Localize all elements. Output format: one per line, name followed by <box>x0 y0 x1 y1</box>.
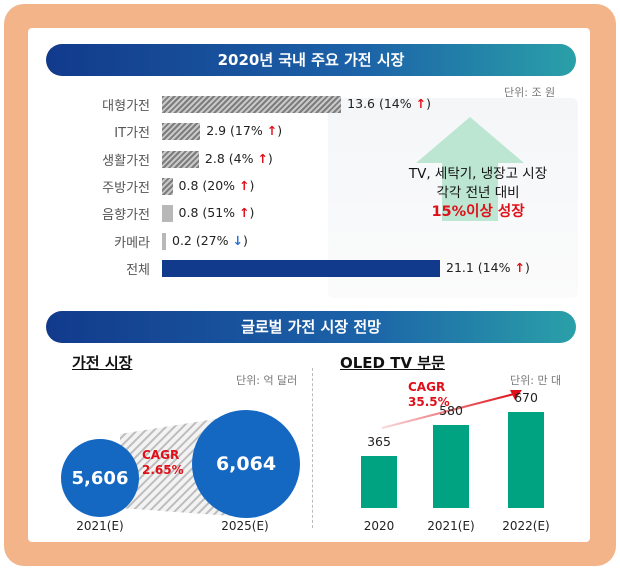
oled-cagr-label: CAGR <box>408 380 446 394</box>
appliance-x-label-2021: 2021(E) <box>76 519 124 533</box>
bar-category-label: 음향가전 <box>102 208 150 224</box>
bar-category-label: 생활가전 <box>102 153 150 169</box>
bar-value-close: ) <box>249 205 255 221</box>
bottom-section-title: 글로벌 가전 시장 전망 <box>46 311 576 343</box>
top-section-title: 2020년 국내 주요 가전 시장 <box>46 44 576 76</box>
bubble-2025: 6,064 <box>192 410 300 518</box>
bar-category-label: 대형가전 <box>102 99 150 114</box>
bar-value-text: 0.8 (51% <box>178 205 240 221</box>
appliance-cagr-label: CAGR <box>142 448 180 462</box>
oled-value-label: 580 <box>439 403 463 419</box>
arrow-up-icon: ↑ <box>266 123 278 139</box>
bar <box>162 205 173 223</box>
bar-value-label: 0.2 (27% ↓) <box>172 233 248 248</box>
oled-value-label: 365 <box>367 433 391 449</box>
bar-category-label: 전체 <box>126 262 150 278</box>
bar <box>162 177 173 195</box>
oled-bar <box>508 412 544 508</box>
bar <box>162 123 201 141</box>
bar <box>162 96 342 113</box>
oled-cagr: CAGR 35.5% <box>408 380 450 410</box>
bar <box>162 259 440 277</box>
bar-value-text: 13.6 (14% <box>347 96 416 111</box>
bar-value-label: 0.8 (51% ↑) <box>179 205 255 220</box>
arrow-up-icon: ↑ <box>239 177 250 193</box>
oled-cagr-value: 35.5% <box>408 395 450 409</box>
appliance-cagr: CAGR 2.65% <box>142 448 184 478</box>
note-line-1: TV, 세탁기, 냉장고 시장 <box>408 166 548 182</box>
oled-bar <box>361 455 397 508</box>
bar-value-close: ) <box>242 232 248 248</box>
oled-x-label: 2022(E) <box>502 519 550 533</box>
bar-value-close: ) <box>249 177 255 193</box>
growth-note: TV, 세탁기, 냉장고 시장 각각 전년 대비 15%이상 성장 <box>372 165 584 222</box>
bar-value-close: ) <box>524 259 530 275</box>
oled-bar <box>433 425 469 508</box>
bar-value-label: 2.9 (17% ↑) <box>206 123 282 138</box>
oled-unit-label: 단위: 만 대 <box>510 374 562 387</box>
bar-value-label: 21.1 (14% ↑) <box>446 260 530 275</box>
note-line-2: 각각 전년 대비 <box>436 185 520 201</box>
bubble-2025-value: 6,064 <box>215 453 277 475</box>
arrow-up-icon: ↑ <box>239 205 250 221</box>
bar-category-label: 카메라 <box>114 235 150 251</box>
note-highlight: 15%이상 성장 <box>431 204 525 220</box>
bar-value-close: ) <box>426 96 431 111</box>
bar-value-label: 2.8 (4% ↑) <box>205 151 273 166</box>
bubble-2021-value: 5,606 <box>71 467 129 489</box>
bar-value-close: ) <box>277 123 283 139</box>
bar-value-label: 13.6 (14% ↑) <box>347 96 431 111</box>
oled-value-label: 670 <box>514 390 538 406</box>
oled-x-label: 2021(E) <box>427 519 475 533</box>
appliance-x-label-2025: 2025(E) <box>221 519 269 533</box>
section-divider <box>312 368 313 528</box>
bubble-2021: 5,606 <box>61 439 139 517</box>
bar-value-text: 21.1 (14% <box>446 259 515 275</box>
bar-category-label: 주방가전 <box>102 180 150 196</box>
appliance-unit-label: 단위: 억 달러 <box>236 374 298 387</box>
bar <box>162 150 199 168</box>
arrow-up-icon: ↑ <box>514 259 525 275</box>
bar <box>162 232 166 250</box>
bar-value-text: 0.8 (20% <box>178 177 240 193</box>
bar-value-close: ) <box>267 150 273 166</box>
oled-x-label: 2020 <box>363 519 395 533</box>
top-unit-label: 단위: 조 원 <box>504 86 556 99</box>
oled-title: OLED TV 부문 <box>340 354 445 372</box>
bar-value-text: 2.9 (17% <box>206 123 267 139</box>
arrow-down-icon: ↓ <box>232 232 243 248</box>
bar-value-text: 2.8 (4% <box>204 150 258 166</box>
appliance-market-title: 가전 시장 <box>72 354 133 372</box>
oled-trend-arrow-icon <box>381 390 522 429</box>
bar-value-label: 0.8 (20% ↑) <box>179 178 255 193</box>
bar-category-label: IT가전 <box>114 126 150 142</box>
bar-value-text: 0.2 (27% <box>172 232 233 248</box>
growth-arrow-icon <box>416 117 524 221</box>
infographic-panel: 2020년 국내 주요 가전 시장 단위: 조 원 대형가전 13.6 (14% … <box>28 28 590 542</box>
appliance-cagr-value: 2.65% <box>142 463 184 477</box>
arrow-up-icon: ↑ <box>257 150 268 166</box>
arrow-up-icon: ↑ <box>415 96 427 111</box>
